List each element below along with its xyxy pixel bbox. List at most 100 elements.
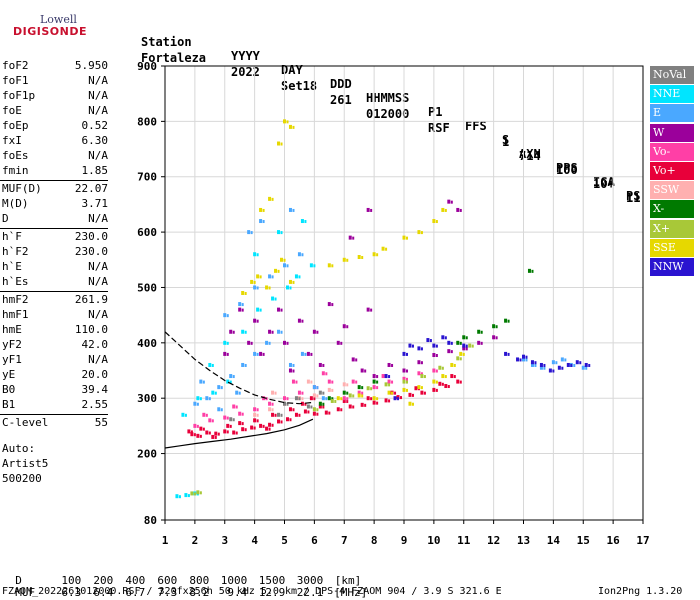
legend-item-noval: NoVal (650, 66, 694, 84)
muf-400: 6.7 (125, 586, 146, 599)
data-point (283, 258, 286, 262)
data-point (408, 343, 412, 348)
data-point (301, 391, 304, 395)
data-point (250, 341, 253, 345)
data-point (525, 355, 528, 359)
data-point (438, 365, 442, 370)
data-point (238, 411, 242, 416)
data-point (318, 390, 322, 395)
trace-curve (164, 331, 312, 405)
data-point (492, 335, 496, 340)
data-point (366, 207, 370, 212)
data-point (294, 274, 298, 279)
data-point (406, 236, 408, 240)
data-point (259, 219, 263, 224)
iga-value: 10+ (593, 177, 615, 191)
data-point (450, 350, 453, 354)
data-point (441, 382, 444, 386)
data-point (318, 362, 322, 367)
day-value: Set18 (281, 79, 318, 93)
data-point (259, 351, 263, 356)
data-point (277, 269, 280, 273)
data-point (366, 386, 370, 391)
legend-item-w: W (650, 123, 694, 142)
data-point (322, 391, 325, 395)
data-point (400, 396, 403, 400)
data-point (420, 390, 424, 395)
data-point (492, 324, 496, 329)
data-point (397, 397, 400, 401)
param-key: fxI (2, 134, 22, 147)
x-tick-label: 17 (636, 534, 649, 547)
param-value: 42.0 (81, 338, 109, 351)
data-point (223, 415, 227, 420)
data-point (291, 379, 295, 384)
data-point (241, 291, 245, 295)
data-point (560, 357, 564, 362)
data-point (357, 393, 361, 398)
header-iga: IGA (593, 175, 615, 189)
param-separator (0, 414, 108, 415)
data-point (217, 432, 220, 436)
y-tick-label: 500 (137, 281, 157, 294)
logo-lowell: Lowell (40, 13, 77, 26)
param-row: yF1 N/A (2, 353, 108, 367)
data-point (444, 208, 447, 212)
data-point (372, 385, 376, 390)
data-point (432, 368, 436, 373)
data-point (199, 434, 202, 438)
data-point (238, 302, 242, 307)
data-point (465, 336, 468, 340)
data-point (199, 426, 203, 431)
data-point (265, 285, 269, 290)
data-point (462, 343, 466, 348)
data-point (444, 384, 448, 389)
data-point (229, 374, 233, 379)
data-point (322, 363, 325, 367)
data-point (420, 372, 423, 376)
data-point (199, 397, 202, 401)
distance-200: 200 (93, 574, 114, 587)
header-yyyy: YYYY (231, 49, 260, 63)
data-point (205, 413, 208, 417)
param-value: 261.9 (74, 293, 108, 306)
data-point (259, 275, 262, 279)
header-s: S (502, 133, 510, 147)
data-point (435, 380, 438, 384)
data-point (527, 268, 531, 273)
data-point (584, 362, 588, 367)
data-point (256, 286, 259, 290)
autoscale-line1: Auto: (2, 442, 36, 455)
data-point (220, 386, 223, 390)
data-point (477, 329, 481, 334)
data-point (417, 360, 421, 365)
data-point (388, 383, 391, 387)
muf-100: 6.3 (61, 586, 82, 599)
axn-value: 714 (519, 149, 541, 163)
muf-unit: [MHz] (334, 586, 368, 599)
data-point (300, 401, 304, 406)
data-point (241, 303, 244, 307)
data-point (196, 424, 199, 428)
data-point (280, 413, 283, 417)
data-point (325, 397, 328, 401)
data-point (441, 335, 445, 340)
data-point (256, 408, 259, 412)
data-point (471, 344, 474, 348)
data-point (384, 382, 388, 387)
data-point (211, 434, 215, 439)
muf-1000: 9.4 (227, 586, 248, 599)
data-point (274, 297, 277, 301)
data-point (283, 263, 286, 268)
param-row: yE 20.0 (2, 368, 108, 382)
param-row: h`F 230.0 (2, 230, 108, 244)
param-key: h`E (2, 260, 22, 273)
data-point (304, 402, 307, 406)
data-point (346, 325, 349, 329)
param-key: C-level (2, 416, 49, 429)
distance-600: 600 (157, 574, 178, 587)
data-point (387, 390, 391, 395)
data-point (286, 402, 289, 406)
data-point (322, 402, 325, 406)
